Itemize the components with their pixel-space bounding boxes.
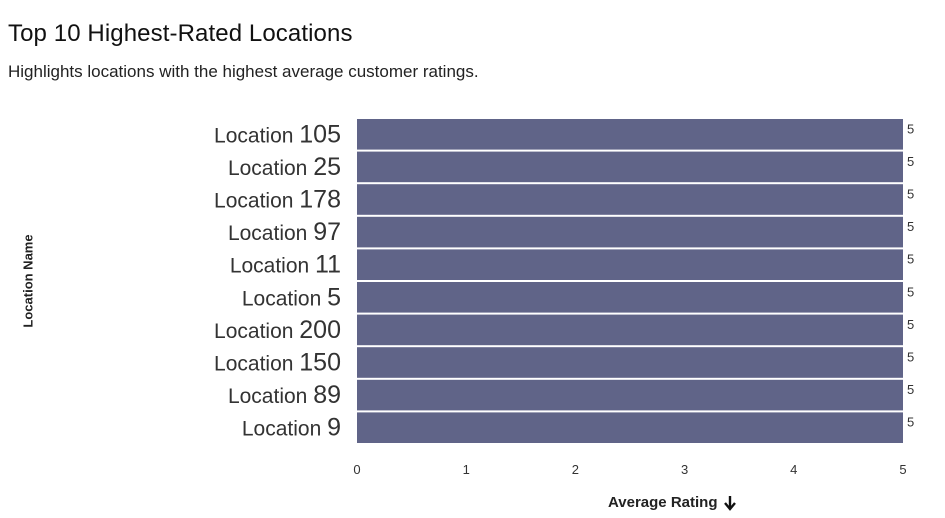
- x-axis-ticks-group: 0 1 2 3 4 5: [353, 462, 906, 477]
- data-label: 5: [907, 121, 914, 136]
- bar[interactable]: [357, 119, 903, 150]
- x-tick-label: 2: [572, 462, 579, 477]
- x-tick-label: 5: [899, 462, 906, 477]
- bar[interactable]: [357, 379, 903, 411]
- category-label: Location 5: [242, 283, 341, 311]
- bar[interactable]: [357, 151, 903, 183]
- category-label: Location 178: [214, 186, 341, 214]
- bar[interactable]: [357, 412, 903, 443]
- data-label: 5: [907, 154, 914, 169]
- data-label: 5: [907, 350, 914, 365]
- bar[interactable]: [357, 249, 903, 280]
- x-tick-label: 3: [681, 462, 688, 477]
- x-tick-label: 0: [353, 462, 360, 477]
- x-tick-label: 4: [790, 462, 797, 477]
- chart-subtitle: Highlights locations with the highest av…: [8, 62, 479, 81]
- data-label: 5: [907, 284, 914, 299]
- y-axis-title: Location Name: [20, 234, 36, 328]
- bar[interactable]: [357, 184, 903, 215]
- category-label: Location 11: [230, 251, 341, 279]
- category-label: Location 97: [228, 218, 341, 246]
- data-label: 5: [907, 252, 914, 267]
- arrow-down-icon[interactable]: [723, 495, 737, 511]
- x-axis-title-container[interactable]: Average Rating: [608, 494, 737, 511]
- category-label: Location 89: [228, 381, 341, 409]
- x-axis-title[interactable]: Average Rating: [608, 494, 718, 511]
- category-label: Location 105: [214, 120, 341, 148]
- bar[interactable]: [357, 314, 903, 346]
- data-label: 5: [907, 317, 914, 332]
- data-label: 5: [907, 187, 914, 202]
- x-tick-label: 1: [463, 462, 470, 477]
- chart-title: Top 10 Highest-Rated Locations: [8, 20, 353, 47]
- y-axis-title-container: Location Name: [18, 118, 38, 444]
- category-label: Location 9: [242, 414, 341, 442]
- category-labels-group: Location 105 Location 25 Location 178 Locat…: [214, 120, 341, 441]
- category-label: Location 150: [214, 349, 341, 377]
- data-label: 5: [907, 415, 914, 430]
- bar[interactable]: [357, 282, 903, 313]
- data-label: 5: [907, 219, 914, 234]
- category-label: Location 25: [228, 153, 341, 181]
- data-label: 5: [907, 382, 914, 397]
- bar[interactable]: [357, 347, 903, 378]
- category-label: Location 200: [214, 316, 341, 344]
- bar[interactable]: [357, 216, 903, 248]
- data-labels-group: 5 5 5 5 5 5 5 5 5 5: [907, 121, 914, 429]
- bars-group: [357, 119, 903, 443]
